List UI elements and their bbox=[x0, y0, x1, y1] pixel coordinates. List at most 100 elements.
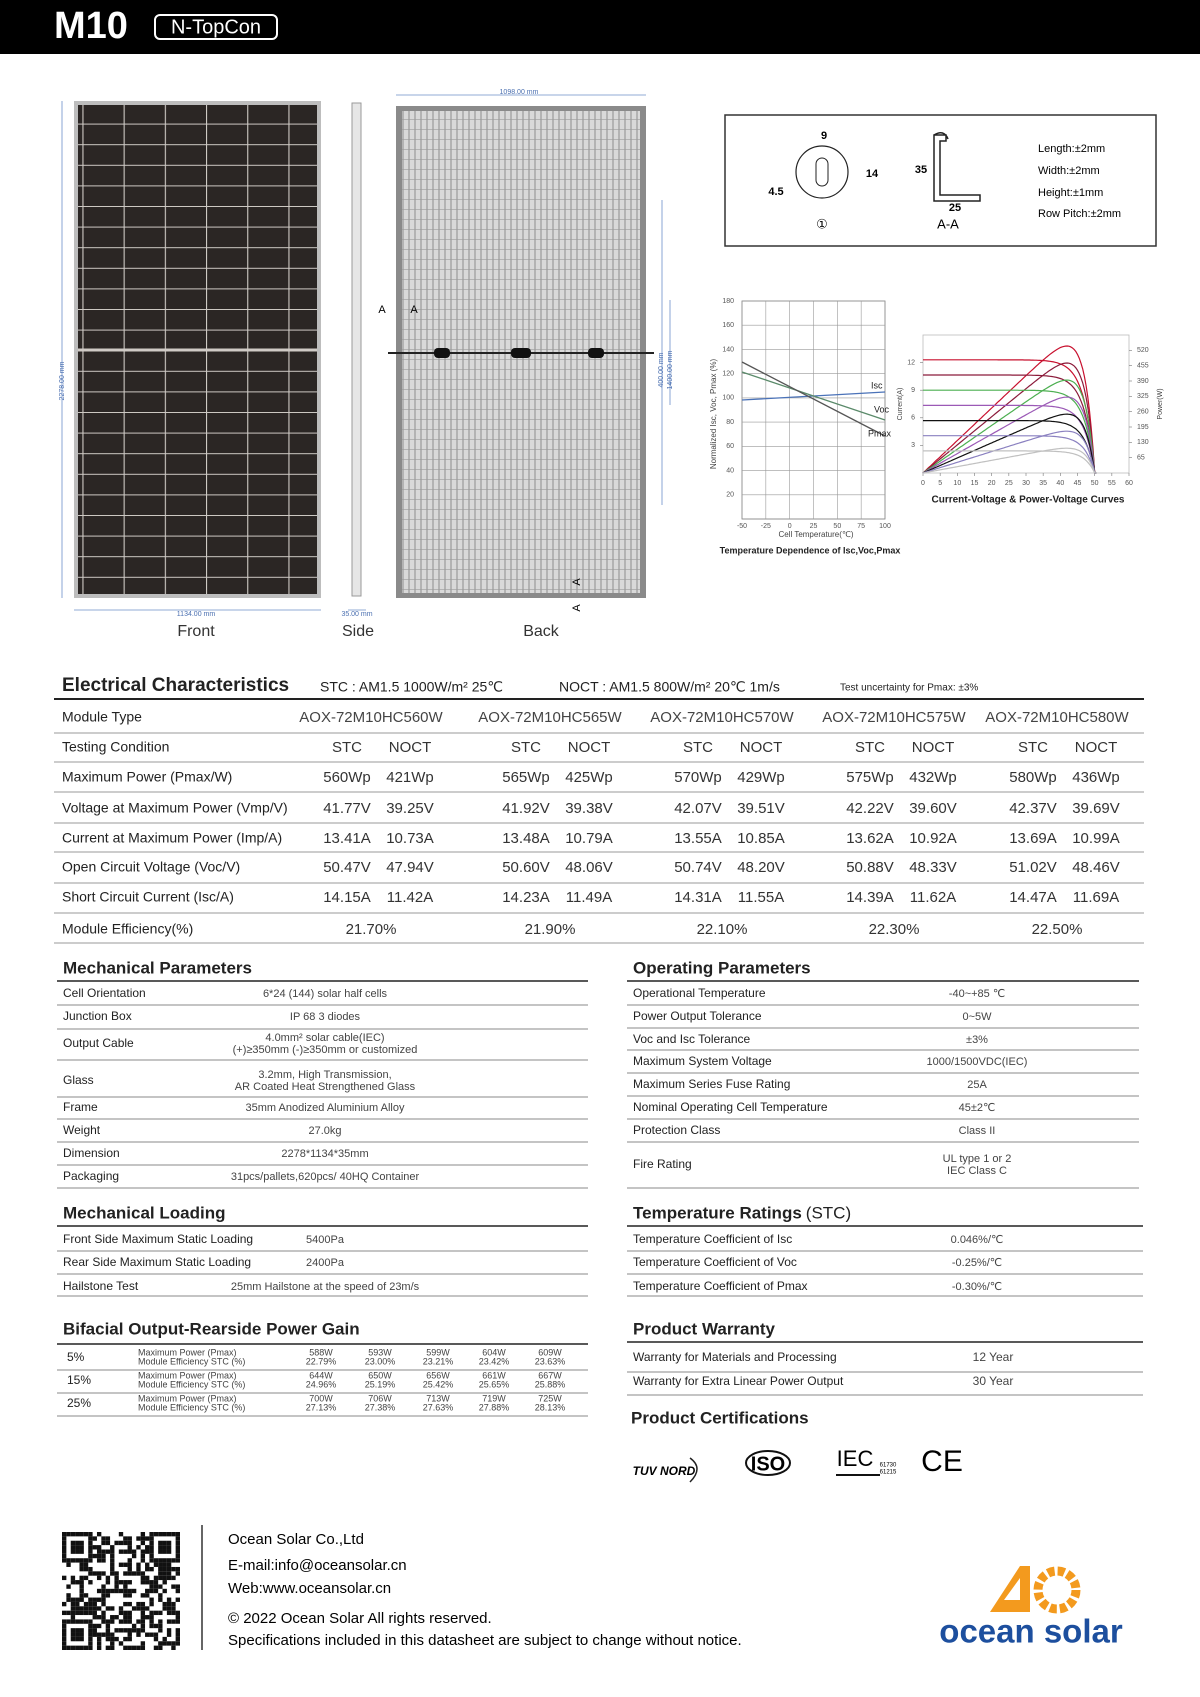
qr-module bbox=[158, 1584, 163, 1589]
y-axis-label: Normalized Isc, Voc, Pmax (%) bbox=[709, 359, 718, 470]
row-label: Cell Orientation bbox=[63, 986, 146, 1000]
x-tick-label: 60 bbox=[1125, 480, 1133, 487]
x-tick-label: 35 bbox=[1039, 480, 1047, 487]
qr-module bbox=[171, 1532, 176, 1537]
qr-module bbox=[158, 1641, 163, 1646]
gain: 25% bbox=[67, 1396, 91, 1410]
x-tick-label: 25 bbox=[810, 523, 818, 530]
qr-module bbox=[75, 1580, 80, 1585]
qr-module bbox=[105, 1606, 111, 1611]
pv-curve bbox=[922, 362, 1097, 474]
noct-value: 11.55A bbox=[738, 889, 784, 906]
y2-tick-label: 455 bbox=[1137, 363, 1149, 370]
noct-value: 48.33V bbox=[909, 859, 957, 876]
qr-module bbox=[166, 1575, 172, 1581]
row-value: 0~5W bbox=[962, 1011, 992, 1023]
qr-module bbox=[114, 1575, 119, 1581]
qr-module bbox=[66, 1597, 71, 1602]
qr-module bbox=[153, 1584, 159, 1589]
series-label: Pmax bbox=[868, 428, 892, 438]
qr-module bbox=[105, 1593, 111, 1598]
cert-iso: ISO bbox=[751, 1453, 785, 1475]
efficiency-value: 27.63% bbox=[423, 1402, 454, 1412]
qr-module bbox=[62, 1636, 67, 1642]
qr-module bbox=[83, 1601, 89, 1607]
qr-code bbox=[62, 1532, 180, 1650]
y-tick-label: 40 bbox=[726, 467, 734, 474]
temperature-curve bbox=[741, 361, 886, 437]
qr-module bbox=[166, 1540, 172, 1546]
qr-module bbox=[127, 1615, 132, 1620]
noct-value: 11.42A bbox=[387, 889, 433, 906]
qr-module bbox=[88, 1628, 93, 1633]
stc-value: 41.77V bbox=[323, 800, 371, 817]
row-value: 2278*1134*35mm bbox=[281, 1148, 368, 1160]
qr-module bbox=[145, 1593, 150, 1598]
qr-module bbox=[110, 1636, 115, 1642]
qr-module bbox=[83, 1593, 89, 1598]
power-value: 667W bbox=[538, 1370, 562, 1380]
qr-module bbox=[105, 1636, 111, 1642]
noct-value: 10.73A bbox=[386, 830, 434, 847]
qr-module bbox=[118, 1549, 124, 1554]
noct-value: 11.62A bbox=[910, 889, 956, 906]
qr-module bbox=[96, 1558, 102, 1563]
x-tick-label: 30 bbox=[1022, 480, 1030, 487]
qr-module bbox=[92, 1628, 97, 1633]
qr-module bbox=[75, 1636, 80, 1642]
qr-module bbox=[96, 1645, 102, 1650]
row-label: Front Side Maximum Static Loading bbox=[63, 1232, 253, 1246]
qr-module bbox=[110, 1566, 115, 1572]
row-label: Glass bbox=[63, 1073, 94, 1087]
y-tick-label: 80 bbox=[726, 419, 734, 426]
row-value: 4.0mm² solar cable(IEC) bbox=[265, 1032, 384, 1044]
series-label: Voc bbox=[874, 404, 890, 414]
qr-module bbox=[92, 1606, 97, 1611]
efficiency-value: 22.30% bbox=[869, 921, 920, 938]
qr-module bbox=[158, 1545, 163, 1550]
qr-module bbox=[79, 1588, 84, 1594]
qr-module bbox=[158, 1558, 163, 1563]
y-tick-label: 3 bbox=[911, 442, 915, 449]
stc-value: 14.47A bbox=[1009, 889, 1057, 906]
qr-module bbox=[70, 1597, 76, 1602]
x-tick-label: 5 bbox=[938, 480, 942, 487]
x-tick-label: 25 bbox=[1005, 480, 1013, 487]
qr-module bbox=[127, 1580, 132, 1585]
efficiency-value: 27.38% bbox=[365, 1402, 396, 1412]
qr-module bbox=[118, 1580, 124, 1585]
qr-module bbox=[114, 1584, 119, 1589]
power-value: 656W bbox=[426, 1370, 450, 1380]
qr-module bbox=[62, 1632, 67, 1637]
qr-module bbox=[75, 1628, 80, 1633]
qr-module bbox=[105, 1619, 111, 1624]
qr-module bbox=[79, 1562, 84, 1567]
dim-back-width: 1098.00 mm bbox=[500, 89, 539, 96]
dim-height: 2278.00 mm bbox=[59, 361, 66, 400]
qr-module bbox=[92, 1536, 97, 1541]
section-title: Operating Parameters bbox=[633, 958, 811, 977]
qr-module bbox=[70, 1545, 76, 1550]
row-label: Temperature Coefficient of Voc bbox=[633, 1255, 797, 1269]
noct-value: 11.69A bbox=[1073, 889, 1119, 906]
qr-module bbox=[175, 1566, 180, 1572]
qr-module bbox=[96, 1623, 102, 1629]
qr-module bbox=[92, 1571, 97, 1576]
qr-module bbox=[145, 1549, 150, 1554]
row-value: 3.2mm, High Transmission, bbox=[258, 1069, 391, 1081]
qr-module bbox=[123, 1549, 128, 1554]
qr-module bbox=[75, 1610, 80, 1616]
qr-module bbox=[149, 1601, 154, 1607]
qr-module bbox=[79, 1645, 84, 1650]
row-value: AR Coated Heat Strengthened Glass bbox=[235, 1081, 416, 1093]
qr-module bbox=[105, 1628, 111, 1633]
qr-module bbox=[92, 1610, 97, 1616]
qr-module bbox=[140, 1606, 146, 1611]
qr-module bbox=[127, 1619, 132, 1624]
qr-module bbox=[105, 1588, 111, 1594]
qr-module bbox=[101, 1584, 106, 1589]
model-name: AOX-72M10HC580W bbox=[985, 709, 1129, 726]
qr-module bbox=[158, 1575, 163, 1581]
row-label: Maximum Power (Pmax/W) bbox=[62, 769, 232, 785]
qr-module bbox=[88, 1619, 93, 1624]
